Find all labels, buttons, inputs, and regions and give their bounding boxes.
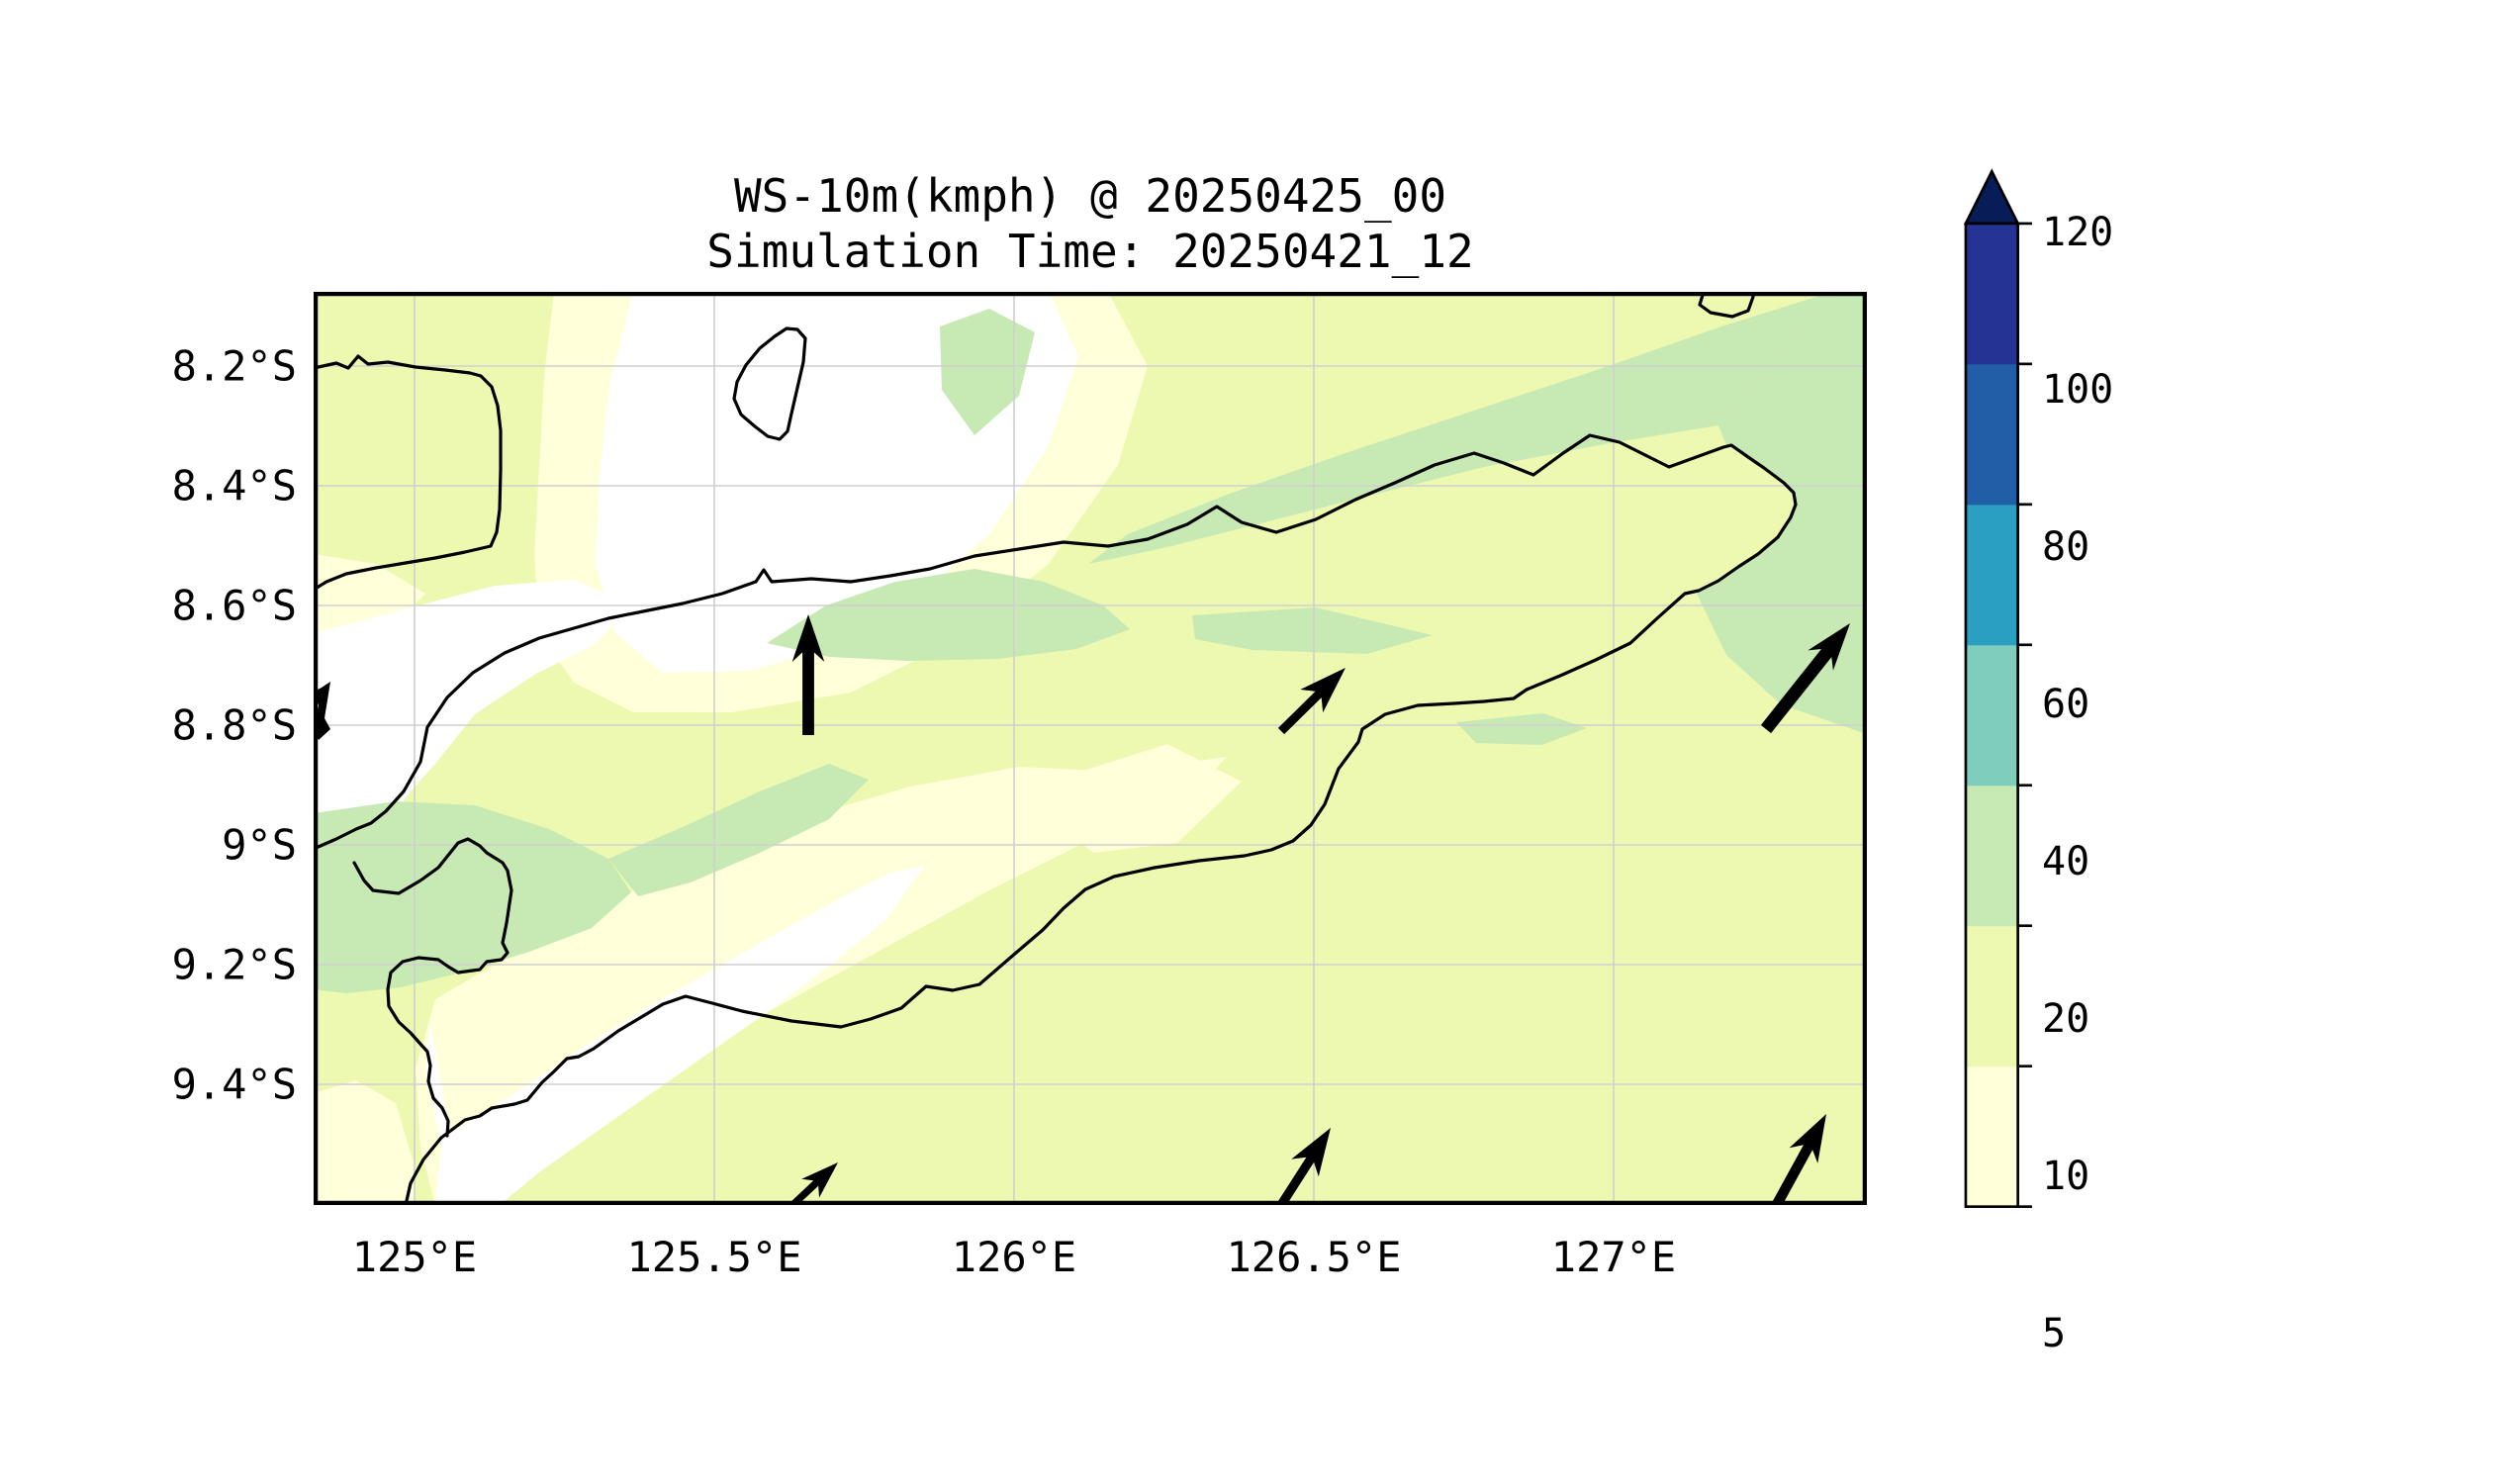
coastline-island-northeast-small <box>1698 292 1755 319</box>
colorbar-tick-label: 60 <box>2042 682 2090 727</box>
y-tick-label: 9.4°S <box>171 1060 297 1109</box>
y-tick-label: 8.4°S <box>171 461 297 510</box>
y-tick-label: 9.2°S <box>171 940 297 989</box>
chart-title: WS-10m(kmph) @ 20250425_00 <box>733 169 1447 223</box>
y-tick-label: 8.2°S <box>171 341 297 391</box>
y-tick-label: 8.6°S <box>171 581 297 630</box>
colorbar-segment <box>1965 644 2018 787</box>
windspeed-filled-contours <box>314 292 1867 1205</box>
map-gridlines <box>314 292 1867 1205</box>
colorbar-tick-label: 5 <box>2042 1311 2067 1356</box>
x-tick-label: 127°E <box>1550 1233 1677 1281</box>
contour-region-20-40 <box>767 569 1130 661</box>
map-plot-area <box>314 292 1867 1205</box>
contour-region-20-40 <box>608 764 869 896</box>
wind-quiver-arrows <box>314 614 1850 1205</box>
contour-region-<5 <box>425 866 925 1205</box>
y-tick-label: 9°S <box>222 820 297 870</box>
colorbar-segment <box>1965 223 2018 365</box>
contour-region-<5 <box>314 580 633 847</box>
contour-region-20-40 <box>314 801 631 993</box>
map-frame <box>314 292 1867 1205</box>
wind-arrow <box>1277 668 1345 735</box>
x-tick-label: 126°E <box>951 1233 1077 1281</box>
x-tick-label: 125.5°E <box>626 1233 802 1281</box>
chart-subtitle: Simulation Time: 20250421_12 <box>706 225 1474 279</box>
colorbar-extend-arrow <box>1963 168 2020 226</box>
colorbar-tick-label: 80 <box>2042 524 2090 570</box>
colorbar-tick-label: 40 <box>2042 839 2090 884</box>
colorbar-tick-label: 10 <box>2042 1154 2090 1199</box>
contour-region-20-40 <box>940 309 1035 435</box>
coastline-island-northwest <box>314 354 503 592</box>
colorbar-outline <box>1964 222 2019 1208</box>
colorbar-segment <box>1965 785 2018 927</box>
wind-arrow <box>1770 1114 1826 1205</box>
colorbar-segments <box>1963 168 2032 1208</box>
y-tick-label: 8.8°S <box>171 700 297 750</box>
coastline-island-north-small <box>732 326 807 441</box>
colorbar-segment <box>1965 1066 2018 1208</box>
colorbar-tick-label: 20 <box>2042 996 2090 1042</box>
colorbar-segment <box>1965 504 2018 646</box>
wind-arrow <box>791 614 825 735</box>
contour-region-20-40 <box>1192 607 1433 654</box>
contour-region-5-10 <box>1049 744 1242 853</box>
x-tick-label: 125°E <box>351 1233 478 1281</box>
contour-region-20-40 <box>1697 292 1867 734</box>
contour-region-20-40 <box>1456 713 1587 745</box>
colorbar-segment <box>1965 363 2018 506</box>
colorbar-tick-label: 100 <box>2042 367 2114 413</box>
colorbar-tick-label: 120 <box>2042 210 2114 255</box>
wind-arrow <box>1760 623 1850 734</box>
coastline-southwest-inlet <box>352 837 513 1138</box>
colorbar-segment <box>1965 925 2018 1067</box>
coastlines <box>314 292 1798 1205</box>
x-tick-label: 126.5°E <box>1226 1233 1402 1281</box>
contour-region-5-10 <box>314 554 425 648</box>
chart-title-block: WS-10m(kmph) @ 20250425_00 Simulation Ti… <box>314 168 1867 279</box>
contour-region-20-40 <box>1088 292 1832 564</box>
coastline-timor-main <box>314 433 1798 1205</box>
wind-arrow <box>1275 1128 1331 1205</box>
wind-arrow <box>787 1162 838 1205</box>
contour-region-5-10 <box>314 1080 414 1205</box>
colorbar <box>1963 168 2032 1208</box>
